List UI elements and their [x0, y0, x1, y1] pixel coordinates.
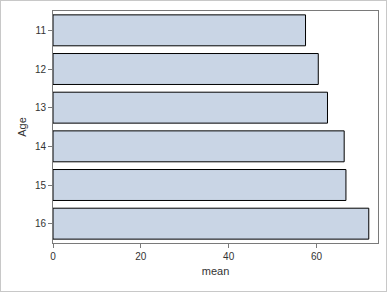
svg-text:60: 60 [311, 251, 323, 262]
svg-text:11: 11 [36, 25, 47, 36]
svg-text:20: 20 [135, 251, 147, 262]
svg-text:13: 13 [35, 102, 47, 113]
svg-text:14: 14 [35, 141, 47, 152]
svg-text:16: 16 [35, 218, 47, 229]
svg-text:12: 12 [35, 64, 47, 75]
svg-text:15: 15 [35, 180, 47, 191]
svg-text:mean: mean [202, 265, 230, 277]
svg-text:40: 40 [223, 251, 235, 262]
svg-text:0: 0 [50, 251, 56, 262]
svg-text:Age: Age [16, 117, 28, 137]
